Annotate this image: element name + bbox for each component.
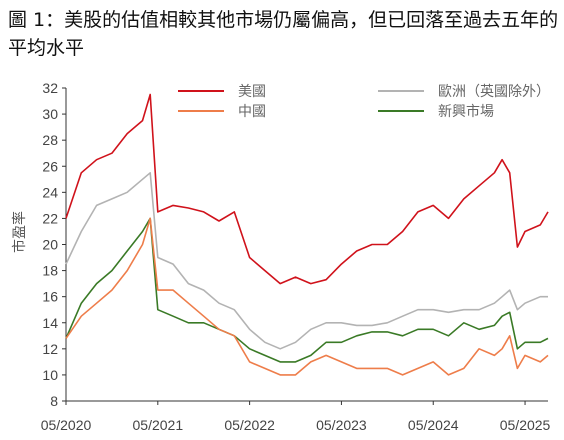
y-tick-label: 16 (42, 289, 58, 305)
legend-label-3: 新興市場 (438, 103, 494, 120)
series-line-2 (65, 172, 548, 350)
y-tick-label: 18 (42, 263, 58, 279)
series-line-3 (65, 217, 549, 363)
legend-label-1: 中國 (238, 104, 266, 120)
x-tick-label: 05/2022 (224, 417, 275, 433)
y-tick-label: 10 (42, 367, 58, 383)
y-tick-label: 22 (42, 210, 58, 226)
y-axis-label: 市盈率 (11, 211, 28, 253)
x-tick-label: 05/2025 (500, 417, 551, 433)
x-tick-label: 05/2021 (133, 417, 184, 433)
x-tick-label: 05/2023 (316, 417, 367, 433)
legend-label-0: 美國 (238, 84, 266, 100)
axis-layer: 8 10 12 14 16 18 20 22 24 26 28 30 32 05/2020 05/2021 0… (41, 80, 551, 433)
y-tick-label: 32 (42, 80, 58, 96)
y-tick-label: 8 (50, 393, 58, 409)
x-tick-label: 05/2024 (408, 417, 459, 433)
series-layer (65, 93, 549, 376)
y-tick-label: 14 (42, 315, 58, 331)
y-tick-label: 28 (42, 132, 58, 148)
legend-label-2: 歐洲（英國除外） (438, 83, 550, 100)
series-line-0 (65, 93, 549, 285)
y-tick-label: 20 (42, 237, 58, 253)
chart-title: 圖 1：美股的估值相較其他市場仍屬偏高，但已回落至過去五年的平均水平 (8, 9, 559, 59)
y-tick-label: 30 (42, 106, 58, 122)
series-line-1 (65, 217, 549, 376)
x-tick-label: 05/2020 (41, 417, 92, 433)
y-tick-label: 12 (42, 341, 58, 357)
y-tick-label: 24 (42, 184, 58, 200)
y-tick-label: 26 (42, 158, 58, 174)
